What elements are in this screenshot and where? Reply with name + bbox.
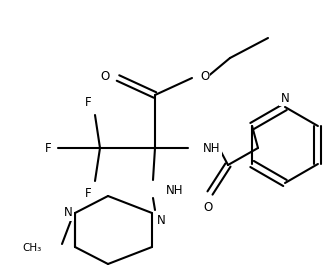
Text: CH₃: CH₃ [23, 243, 42, 253]
Text: F: F [46, 141, 52, 154]
Text: N: N [280, 92, 289, 105]
Text: O: O [203, 201, 213, 214]
Text: O: O [101, 69, 110, 82]
Text: N: N [64, 207, 73, 220]
Text: NH: NH [166, 183, 184, 196]
Text: NH: NH [203, 141, 220, 154]
Text: O: O [200, 69, 209, 82]
Text: F: F [84, 96, 91, 109]
Text: F: F [84, 187, 91, 200]
Text: N: N [157, 214, 166, 227]
